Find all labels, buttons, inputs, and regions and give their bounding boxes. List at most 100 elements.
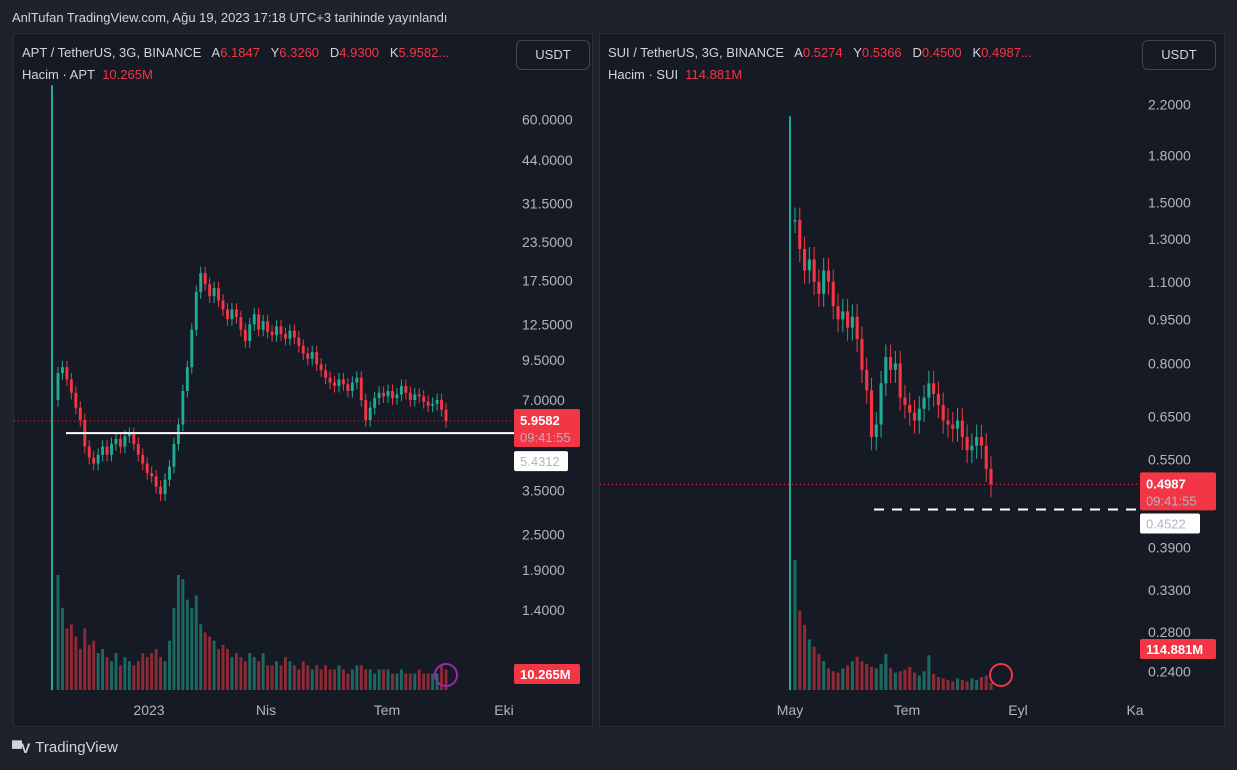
- undefined-volume-bar: [114, 653, 118, 690]
- sui-currency-button[interactable]: USDT: [1142, 40, 1216, 70]
- apt-high-value: 6.3260: [279, 45, 320, 60]
- undefined-volume-bar: [69, 624, 73, 690]
- undefined-candle: [118, 438, 122, 447]
- undefined-candle: [917, 408, 921, 421]
- undefined-volume-bar: [65, 628, 69, 690]
- undefined-volume-bar: [266, 665, 270, 690]
- undefined-candle: [150, 473, 154, 477]
- undefined-volume-bar: [440, 665, 443, 690]
- undefined-volume-bar: [368, 669, 372, 690]
- undefined-volume-bar: [136, 661, 140, 690]
- undefined-candle: [194, 292, 198, 330]
- undefined-candle: [87, 446, 91, 458]
- undefined-y-tick-label: 0.5500: [1148, 451, 1191, 467]
- undefined-volume-bar: [386, 669, 390, 690]
- undefined-volume-bar: [127, 661, 131, 690]
- undefined-level-tag-value: 5.4312: [520, 454, 560, 469]
- undefined-candle: [955, 420, 960, 429]
- undefined-candle: [426, 401, 430, 406]
- undefined-volume-bar: [324, 665, 328, 690]
- undefined-x-tick-label: Tem: [894, 702, 920, 718]
- undefined-candle: [275, 326, 278, 336]
- apt-chart-panel[interactable]: 60.0000 44.0000 31.5000 23.5000 17.5000 12.50…: [13, 33, 593, 727]
- undefined-y-tick-label: 31.5000: [522, 196, 573, 212]
- sui-chart-svg[interactable]: 2.2000 1.8000 1.5000 1.3000 1.1000 0.9500 0.80…: [600, 34, 1224, 726]
- undefined-y-tick-label: 1.8000: [1148, 148, 1191, 164]
- undefined-candle: [912, 412, 917, 421]
- undefined-volume-bar: [337, 665, 341, 690]
- undefined-volume-bar: [898, 671, 902, 690]
- apt-symbol[interactable]: APT / TetherUS, 3G, BINANCE: [22, 45, 202, 60]
- undefined-volume-bar: [444, 669, 448, 690]
- undefined-candle: [399, 385, 403, 395]
- undefined-y-tick-label: 0.6500: [1148, 409, 1191, 425]
- undefined-candle: [163, 479, 167, 495]
- undefined-candle: [270, 331, 274, 336]
- undefined-volume-bar: [979, 677, 983, 690]
- apt-currency-button[interactable]: USDT: [516, 40, 590, 70]
- undefined-candle: [341, 379, 345, 385]
- undefined-candle: [373, 398, 377, 408]
- undefined-volume-bar: [865, 664, 869, 690]
- undefined-volume-bar: [199, 624, 203, 690]
- apt-volume-label: Hacim · APT: [22, 67, 95, 82]
- undefined-volume-bar: [230, 657, 234, 690]
- undefined-candle: [96, 454, 100, 464]
- undefined-candle: [297, 337, 301, 346]
- undefined-volume-bar: [301, 661, 305, 690]
- undefined-y-tick-label: 7.0000: [522, 392, 565, 408]
- undefined-volume-bar: [860, 661, 864, 690]
- undefined-volume-bar: [92, 640, 96, 690]
- undefined-volume-bar: [190, 607, 194, 690]
- undefined-volume-bar: [319, 669, 323, 690]
- undefined-candle: [324, 370, 328, 378]
- undefined-candle: [69, 379, 73, 393]
- undefined-volume-bar: [869, 666, 874, 690]
- undefined-candle: [359, 377, 363, 400]
- undefined-volume-bar: [951, 681, 955, 690]
- undefined-candle: [261, 321, 265, 330]
- undefined-volume-bar: [831, 671, 835, 690]
- undefined-candle: [56, 373, 60, 400]
- undefined-y-tick-label: 60.0000: [522, 112, 573, 128]
- undefined-candle: [114, 438, 118, 444]
- undefined-candle: [208, 284, 212, 297]
- undefined-volume-bar: [803, 625, 807, 690]
- undefined-volume-bar: [350, 669, 354, 690]
- apt-chart-svg[interactable]: 60.0000 44.0000 31.5000 23.5000 17.5000 12.50…: [14, 34, 592, 726]
- undefined-candle: [970, 445, 974, 451]
- undefined-price-tag: [514, 409, 580, 448]
- apt-low-label: D: [329, 45, 340, 60]
- sui-high-label: Y: [853, 45, 862, 60]
- undefined-price-tag-value: 0.4987: [1146, 476, 1186, 491]
- undefined-candle: [908, 404, 912, 413]
- undefined-volume-bar: [812, 646, 816, 690]
- sui-chart-panel[interactable]: 2.2000 1.8000 1.5000 1.3000 1.1000 0.9500 0.80…: [599, 33, 1225, 727]
- undefined-y-tick-label: 0.2400: [1148, 664, 1191, 680]
- undefined-candle: [252, 314, 256, 325]
- sui-symbol[interactable]: SUI / TetherUS, 3G, BINANCE: [608, 45, 785, 60]
- undefined-candle: [355, 377, 359, 383]
- undefined-candle: [132, 433, 136, 444]
- undefined-y-tick-label: 44.0000: [522, 152, 573, 168]
- undefined-volume-bar: [893, 672, 897, 690]
- undefined-candle: [831, 281, 835, 307]
- undefined-volume-bar: [373, 673, 377, 690]
- undefined-y-tick-label: 2.5000: [522, 526, 565, 542]
- undefined-candle: [822, 270, 826, 294]
- undefined-candle: [234, 309, 238, 318]
- undefined-volume-bar: [105, 657, 109, 690]
- undefined-y-tick-label: 0.8000: [1148, 355, 1191, 371]
- undefined-volume-bar: [257, 661, 261, 690]
- undefined-volume-bar: [798, 610, 802, 690]
- undefined-candle: [248, 324, 252, 341]
- undefined-volume-bar: [850, 661, 854, 690]
- undefined-volume-bar: [163, 661, 167, 690]
- undefined-candle: [793, 220, 797, 222]
- undefined-candle: [101, 446, 105, 455]
- undefined-candle: [440, 399, 443, 410]
- apt-volume-legend: Hacim · APT 10.265M: [22, 67, 153, 82]
- undefined-x-tick-label: 2023: [133, 702, 164, 718]
- undefined-volume-bar: [922, 671, 926, 690]
- undefined-y-tick-label: 2.2000: [1148, 96, 1191, 112]
